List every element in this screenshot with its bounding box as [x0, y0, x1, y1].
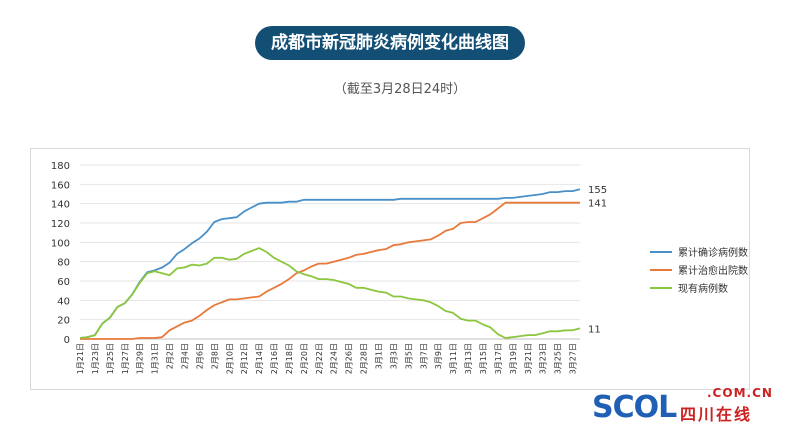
legend-label-3: 现有病例数	[678, 282, 728, 295]
x-tick-label: 1月31日	[151, 343, 160, 374]
y-tick-label: 180	[51, 161, 70, 172]
x-tick-label: 2月2日	[166, 343, 175, 369]
x-tick-label: 2月16日	[270, 343, 279, 374]
x-tick-label: 2月14日	[255, 343, 264, 374]
x-tick-label: 2月8日	[210, 343, 219, 369]
x-tick-label: 2月10日	[225, 343, 234, 374]
legend-label-1: 累计确诊病例数	[678, 246, 748, 259]
x-tick-label: 2月22日	[315, 343, 324, 374]
x-tick-label: 1月21日	[76, 343, 85, 374]
x-tick-label: 2月26日	[345, 343, 354, 374]
series-line-1	[79, 188, 581, 339]
x-tick-label: 3月1日	[375, 343, 384, 369]
end-label-2: 141	[588, 199, 607, 210]
x-tick-label: 3月11日	[449, 343, 458, 374]
x-tick-label: 1月29日	[136, 343, 145, 374]
y-tick-label: 60	[57, 277, 70, 288]
y-tick-label: 20	[57, 316, 70, 327]
x-tick-label: 2月18日	[285, 343, 294, 374]
x-tick-label: 1月25日	[106, 343, 115, 374]
x-tick-label: 1月27日	[121, 343, 130, 374]
x-tick-label: 3月23日	[539, 343, 548, 374]
logo-main-text: SCOL	[592, 390, 677, 425]
y-tick-label: 160	[51, 180, 70, 191]
x-tick-label: 1月23日	[91, 343, 100, 374]
x-tick-label: 3月19日	[509, 343, 518, 374]
x-tick-label: 2月20日	[300, 343, 309, 374]
end-label-1: 155	[588, 185, 607, 196]
chart-subtitle: （截至3月28日24时）	[333, 82, 467, 97]
chart-title: 成都市新冠肺炎病例变化曲线图	[255, 26, 525, 60]
x-tick-label: 2月24日	[330, 343, 339, 374]
chart-frame	[30, 148, 750, 390]
y-tick-label: 100	[51, 238, 70, 249]
x-tick-label: 2月4日	[180, 343, 189, 369]
x-tick-label: 3月25日	[554, 343, 563, 374]
series-line-3	[79, 247, 581, 339]
scol-logo: SCOL .COM.CN 四川在线	[592, 384, 773, 425]
x-tick-label: 2月6日	[195, 343, 204, 369]
y-tick-label: 80	[57, 258, 70, 269]
x-tick-label: 3月7日	[419, 343, 428, 369]
x-tick-label: 3月15日	[479, 343, 488, 374]
x-tick-label: 3月21日	[524, 343, 533, 374]
x-tick-label: 3月5日	[404, 343, 413, 369]
y-tick-label: 120	[51, 219, 70, 230]
x-tick-label: 3月9日	[434, 343, 443, 369]
legend-label-2: 累计治愈出院数	[678, 264, 748, 277]
x-tick-label: 3月27日	[569, 343, 578, 374]
y-tick-label: 140	[51, 200, 70, 211]
logo-cn-text: 四川在线	[680, 405, 753, 424]
x-tick-label: 2月12日	[240, 343, 249, 374]
series-line-2	[80, 201, 580, 340]
x-tick-label: 3月3日	[389, 343, 398, 369]
end-label-3: 11	[588, 324, 601, 335]
logo-domain-text: .COM.CN	[707, 386, 773, 400]
y-tick-label: 0	[64, 335, 70, 346]
x-tick-label: 2月28日	[360, 343, 369, 374]
x-tick-label: 3月13日	[464, 343, 473, 374]
y-tick-label: 40	[57, 296, 70, 307]
x-tick-label: 3月17日	[494, 343, 503, 374]
